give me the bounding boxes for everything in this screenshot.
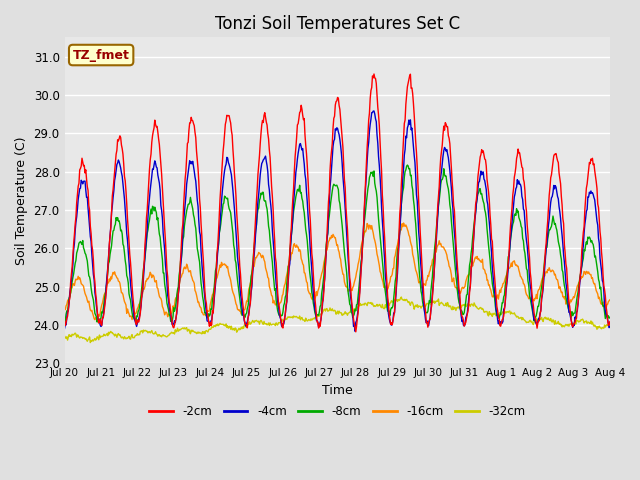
Legend: -2cm, -4cm, -8cm, -16cm, -32cm: -2cm, -4cm, -8cm, -16cm, -32cm <box>145 400 530 423</box>
Title: Tonzi Soil Temperatures Set C: Tonzi Soil Temperatures Set C <box>214 15 460 33</box>
Text: TZ_fmet: TZ_fmet <box>73 48 129 61</box>
X-axis label: Time: Time <box>322 384 353 397</box>
Y-axis label: Soil Temperature (C): Soil Temperature (C) <box>15 136 28 264</box>
